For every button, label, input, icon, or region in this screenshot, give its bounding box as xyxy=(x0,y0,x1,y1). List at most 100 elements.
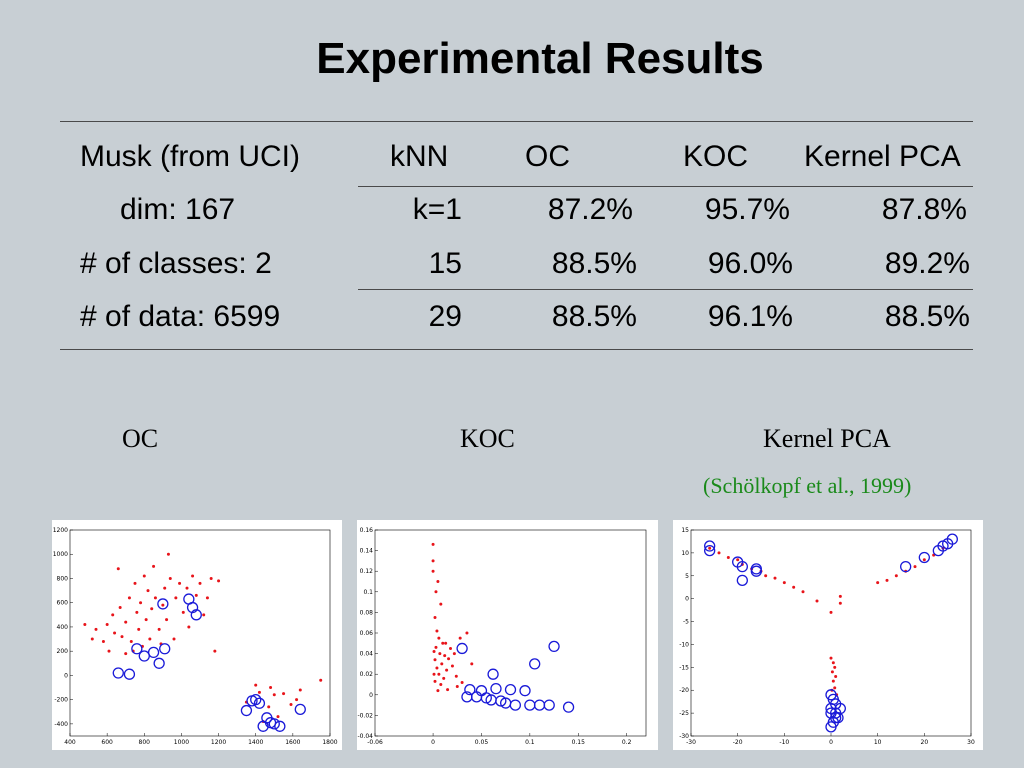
data-point-dot xyxy=(124,652,128,656)
plot-oc: 400 600 800 1000 1200 1400 1600 1800 -400 -200 0 20… xyxy=(52,520,342,750)
data-point-dot xyxy=(431,569,435,573)
data-point-dot xyxy=(202,613,206,617)
dataset-count: # of data: 6599 xyxy=(80,300,281,333)
x-tick-label: -20 xyxy=(733,739,743,746)
y-tick-label: 400 xyxy=(57,624,69,631)
data-point-dot xyxy=(435,629,439,633)
plot-koc: -0.06 0 0.05 0.1 0.15 0.2 -0.04 -0.02 0 0.02 0.04 0… xyxy=(357,520,658,750)
data-point-dot xyxy=(470,662,474,666)
data-point-dot xyxy=(432,650,436,654)
data-point-circle xyxy=(186,601,199,614)
header-koc: KOC xyxy=(683,140,749,173)
data-point-dot xyxy=(298,688,302,692)
data-point-circle xyxy=(519,685,531,697)
data-point-dot xyxy=(118,606,122,610)
data-point-dot xyxy=(447,657,451,661)
data-point-dot xyxy=(205,596,209,600)
data-point-circle xyxy=(250,693,262,706)
data-point-dot xyxy=(773,576,777,580)
data-point-dot xyxy=(801,590,805,594)
data-point-dot xyxy=(282,692,286,696)
data-point-circle xyxy=(543,699,555,711)
data-point-circle xyxy=(131,643,143,655)
x-tick-label: 0.1 xyxy=(525,739,535,746)
x-tick-label: 0 xyxy=(829,739,833,746)
data-point-dot xyxy=(431,542,435,546)
row2-koc: 96.0% xyxy=(707,247,793,280)
data-point-dot xyxy=(831,661,835,665)
x-tick-label: 600 xyxy=(101,739,113,746)
data-point-dot xyxy=(444,641,448,645)
data-point-dot xyxy=(198,581,202,585)
y-tick-label: 0.06 xyxy=(360,630,374,637)
table-top-rule xyxy=(60,121,973,122)
plot-oc-svg: 400 600 800 1000 1200 1400 1600 1800 -400 -200 0 20… xyxy=(53,527,338,746)
y-tick-label: -10 xyxy=(679,641,689,648)
y-tick-label: -30 xyxy=(679,733,689,740)
data-point-dot xyxy=(437,636,441,640)
y-tick-label: -400 xyxy=(54,721,68,728)
data-point-dot xyxy=(272,693,276,697)
data-point-circle xyxy=(830,712,842,724)
data-point-dot xyxy=(434,590,438,594)
data-point-circle xyxy=(153,657,165,669)
table-bottom-rule xyxy=(60,349,973,350)
data-point-dot xyxy=(838,601,842,605)
data-point-circle xyxy=(240,704,253,717)
data-point-dot xyxy=(831,679,835,683)
plot-label-kernel-pca: Kernel PCA xyxy=(763,424,891,453)
data-point-circle xyxy=(736,574,748,587)
plot-label-koc: KOC xyxy=(460,424,515,453)
data-point-dot xyxy=(142,574,146,578)
row2-knn: 15 xyxy=(428,247,462,280)
data-point-dot xyxy=(146,589,150,593)
data-point-dot xyxy=(257,690,261,694)
data-point-dot xyxy=(165,618,169,622)
data-point-dot xyxy=(436,580,440,583)
data-point-dot xyxy=(792,585,796,589)
y-tick-label: 800 xyxy=(57,575,69,582)
data-point-dot xyxy=(450,664,454,668)
data-point-dot xyxy=(894,574,898,578)
data-point-circle xyxy=(495,695,507,707)
x-tick-label: 1000 xyxy=(174,739,189,746)
x-tick-label: 10 xyxy=(874,739,882,746)
data-point-dot xyxy=(458,636,462,640)
y-tick-label: -0.02 xyxy=(357,712,373,719)
row-rule xyxy=(358,289,973,290)
data-point-dot xyxy=(139,601,143,605)
row3-knn: 29 xyxy=(428,300,462,333)
data-point-dot xyxy=(454,674,458,678)
data-point-circle xyxy=(123,668,136,680)
data-point-circle xyxy=(562,701,575,713)
x-tick-label: 1800 xyxy=(322,739,337,746)
data-point-dot xyxy=(127,596,131,600)
data-point-dot xyxy=(431,559,435,563)
data-point-dot xyxy=(441,641,445,645)
y-tick-label: 200 xyxy=(57,648,69,655)
data-point-dot xyxy=(150,607,154,611)
data-point-dot xyxy=(133,581,137,585)
data-point-dot xyxy=(436,689,440,693)
x-tick-label: 0 xyxy=(431,739,435,746)
data-point-circle xyxy=(490,682,502,695)
y-tick-label: 0.1 xyxy=(363,589,373,596)
data-point-dot xyxy=(446,688,450,692)
x-tick-label: 1400 xyxy=(248,739,263,746)
data-point-dot xyxy=(295,698,299,702)
data-point-circle xyxy=(946,533,958,545)
x-tick-label: -30 xyxy=(686,739,696,746)
data-point-dot xyxy=(438,652,442,656)
data-point-circle xyxy=(509,699,521,711)
x-tick-label: 1600 xyxy=(285,739,300,746)
data-point-dot xyxy=(116,567,120,571)
x-tick-label: -10 xyxy=(779,739,789,746)
data-point-dot xyxy=(717,551,721,555)
x-tick-label: 1200 xyxy=(211,739,226,746)
data-point-dot xyxy=(442,676,446,680)
dataset-name: Musk (from UCI) xyxy=(80,140,300,173)
data-point-circle xyxy=(480,692,492,704)
data-point-dot xyxy=(185,586,189,590)
row1-kpca: 87.8% xyxy=(881,193,967,226)
y-tick-label: -200 xyxy=(54,697,68,704)
